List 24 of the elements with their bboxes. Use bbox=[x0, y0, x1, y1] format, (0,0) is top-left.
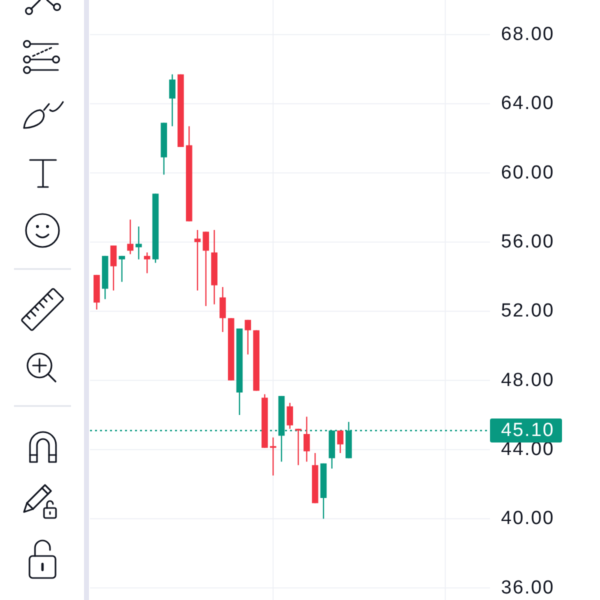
candlestick bbox=[169, 74, 176, 127]
candlestick bbox=[127, 218, 134, 255]
candlestick bbox=[270, 436, 276, 476]
candlestick bbox=[304, 416, 310, 462]
y-tick-label: 56.00 bbox=[501, 232, 555, 253]
ref-line-label: 45.10 bbox=[501, 420, 555, 442]
candlestick bbox=[244, 319, 252, 356]
candlestick bbox=[286, 402, 294, 430]
candlestick bbox=[202, 231, 210, 307]
candlestick bbox=[136, 226, 142, 260]
y-tick-label: 64.00 bbox=[501, 93, 555, 114]
candlestick bbox=[118, 255, 126, 282]
candlestick bbox=[220, 286, 226, 333]
y-tick-label: 40.00 bbox=[501, 508, 555, 530]
y-tick-label: 44.00 bbox=[501, 439, 555, 460]
y-tick-label: 68.00 bbox=[501, 24, 555, 46]
candlestick bbox=[110, 244, 117, 292]
y-tick-label: 60.00 bbox=[501, 162, 555, 184]
candlestick bbox=[144, 252, 150, 274]
candlestick bbox=[194, 229, 201, 292]
y-tick-label: 36.00 bbox=[501, 577, 555, 598]
candlestick bbox=[337, 430, 344, 454]
y-tick-label: 48.00 bbox=[501, 370, 555, 391]
y-tick-label: 52.00 bbox=[501, 300, 555, 322]
